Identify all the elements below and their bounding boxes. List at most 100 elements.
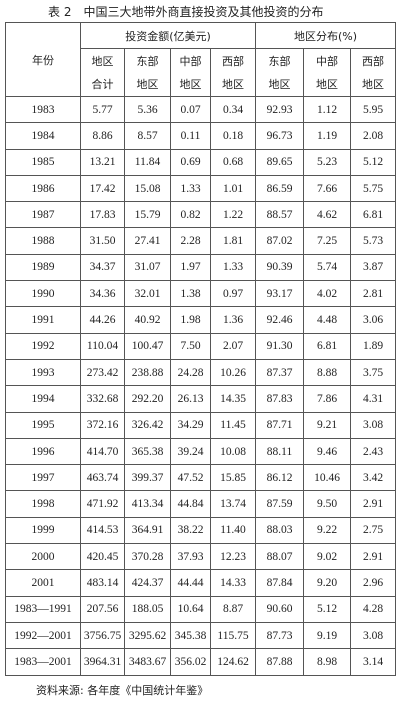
header-line: 合计 xyxy=(91,77,114,91)
value-cell: 356.02 xyxy=(170,648,211,676)
value-cell: 413.34 xyxy=(124,490,171,518)
value-cell: 88.57 xyxy=(255,201,305,229)
value-cell: 5.77 xyxy=(80,95,125,124)
year-cell: 1984 xyxy=(5,122,81,150)
header-line: 西部 xyxy=(362,54,385,68)
table-row: 1993 273.42 238.88 24.28 10.26 87.37 8.88 3.75 xyxy=(5,358,397,387)
column-header: 东部 地区 xyxy=(255,48,305,97)
value-cell: 1.36 xyxy=(209,306,257,334)
value-cell: 3.06 xyxy=(350,306,397,334)
value-cell: 96.73 xyxy=(255,122,305,150)
year-cell: 2001 xyxy=(5,569,81,597)
value-cell: 11.84 xyxy=(124,148,171,176)
value-cell: 37.93 xyxy=(170,543,211,571)
value-cell: 6.81 xyxy=(350,201,397,229)
value-cell: 13.74 xyxy=(209,490,257,518)
table-row: 1992—2001 3756.75 3295.62 345.38 115.75 87.73… xyxy=(5,621,397,650)
value-cell: 93.17 xyxy=(255,280,305,308)
year-cell: 1993 xyxy=(5,358,81,387)
value-cell: 364.91 xyxy=(124,516,171,545)
value-cell: 3.75 xyxy=(350,358,397,387)
year-cell: 1986 xyxy=(5,174,81,203)
header-line: 东部 xyxy=(268,54,291,68)
value-cell: 4.62 xyxy=(303,201,352,229)
value-cell: 17.83 xyxy=(80,201,125,229)
table-row: 1992 110.04 100.47 7.50 2.07 91.30 6.81 1.89 xyxy=(5,332,397,360)
header-line: 西部 xyxy=(222,54,245,68)
year-cell: 1997 xyxy=(5,464,81,492)
value-cell: 4.02 xyxy=(303,280,352,308)
header-line: 地区 xyxy=(179,77,202,91)
year-cell: 1992—2001 xyxy=(5,621,81,650)
value-cell: 2.91 xyxy=(350,490,397,518)
value-cell: 1.19 xyxy=(303,122,352,150)
value-cell: 3.87 xyxy=(350,253,397,282)
value-cell: 9.22 xyxy=(303,516,352,545)
value-cell: 3295.62 xyxy=(124,621,171,650)
year-cell: 1995 xyxy=(5,411,81,439)
year-cell: 1985 xyxy=(5,148,81,176)
value-cell: 8.88 xyxy=(303,358,352,387)
value-cell: 332.68 xyxy=(80,385,125,413)
value-cell: 2.07 xyxy=(209,332,257,360)
value-cell: 5.23 xyxy=(303,148,352,176)
value-cell: 92.46 xyxy=(255,306,305,334)
table-row: 1985 13.21 11.84 0.69 0.68 89.65 5.23 5.12 xyxy=(5,148,397,176)
value-cell: 0.34 xyxy=(209,95,257,124)
value-cell: 47.52 xyxy=(170,464,211,492)
value-cell: 1.38 xyxy=(170,280,211,308)
value-cell: 2.75 xyxy=(350,516,397,545)
table-row: 1987 17.83 15.79 0.82 1.22 88.57 4.62 6.81 xyxy=(5,201,397,229)
value-cell: 100.47 xyxy=(124,332,171,360)
value-cell: 4.31 xyxy=(350,385,397,413)
value-cell: 3483.67 xyxy=(124,648,171,676)
value-cell: 34.36 xyxy=(80,280,125,308)
value-cell: 13.21 xyxy=(80,148,125,176)
value-cell: 0.07 xyxy=(170,95,211,124)
value-cell: 2.08 xyxy=(350,122,397,150)
value-cell: 11.45 xyxy=(209,411,257,439)
value-cell: 14.35 xyxy=(209,385,257,413)
value-cell: 86.12 xyxy=(255,464,305,492)
table-row: 1999 414.53 364.91 38.22 11.40 88.03 9.22 2.75 xyxy=(5,516,397,545)
value-cell: 3.42 xyxy=(350,464,397,492)
column-header: 东部 地区 xyxy=(124,48,171,97)
column-header: 中部 地区 xyxy=(170,48,211,97)
year-cell: 1998 xyxy=(5,490,81,518)
value-cell: 5.75 xyxy=(350,174,397,203)
value-cell: 87.71 xyxy=(255,411,305,439)
year-cell: 1992 xyxy=(5,332,81,360)
value-cell: 91.30 xyxy=(255,332,305,360)
year-cell: 1988 xyxy=(5,227,81,255)
value-cell: 5.74 xyxy=(303,253,352,282)
value-cell: 3.08 xyxy=(350,411,397,439)
value-cell: 3.08 xyxy=(350,621,397,650)
group-header: 地区分布(%) xyxy=(255,22,397,49)
value-cell: 8.98 xyxy=(303,648,352,676)
year-cell: 1999 xyxy=(5,516,81,545)
year-cell: 1987 xyxy=(5,201,81,229)
value-cell: 5.36 xyxy=(124,95,171,124)
value-cell: 89.65 xyxy=(255,148,305,176)
table-row: 1998 471.92 413.34 44.84 13.74 87.59 9.50 2.91 xyxy=(5,490,397,518)
year-cell: 1991 xyxy=(5,306,81,334)
value-cell: 90.39 xyxy=(255,253,305,282)
value-cell: 10.08 xyxy=(209,437,257,466)
value-cell: 34.29 xyxy=(170,411,211,439)
table-row: 1983—2001 3964.31 3483.67 356.02 124.62 87.88… xyxy=(5,648,397,676)
table-row: 1988 31.50 27.41 2.28 1.81 87.02 7.25 5.73 xyxy=(5,227,397,255)
value-cell: 11.40 xyxy=(209,516,257,545)
table-row: 1994 332.68 292.20 26.13 14.35 87.83 7.86 4.31 xyxy=(5,385,397,413)
value-cell: 414.53 xyxy=(80,516,125,545)
value-cell: 86.59 xyxy=(255,174,305,203)
value-cell: 32.01 xyxy=(124,280,171,308)
value-cell: 9.21 xyxy=(303,411,352,439)
header-line: 中部 xyxy=(179,54,202,68)
header-line: 地区 xyxy=(136,77,159,91)
value-cell: 14.33 xyxy=(209,569,257,597)
value-cell: 365.38 xyxy=(124,437,171,466)
value-cell: 424.37 xyxy=(124,569,171,597)
value-cell: 124.62 xyxy=(209,648,257,676)
value-cell: 471.92 xyxy=(80,490,125,518)
table-row: 1986 17.42 15.08 1.33 1.01 86.59 7.66 5.75 xyxy=(5,174,397,203)
